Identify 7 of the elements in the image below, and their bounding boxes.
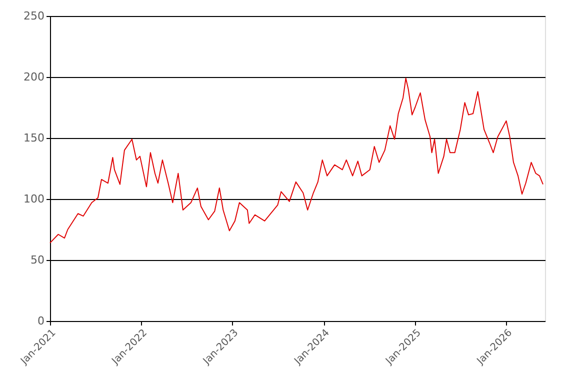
y-tick-label: 0 [38, 314, 44, 328]
y-tick-label: 150 [24, 132, 44, 144]
y-tick-label: 50 [30, 254, 44, 266]
y-tick-label: 100 [24, 192, 44, 206]
y-tick-label: 200 [24, 70, 44, 84]
line-series [50, 78, 544, 244]
y-tick-label: 250 [24, 10, 44, 22]
